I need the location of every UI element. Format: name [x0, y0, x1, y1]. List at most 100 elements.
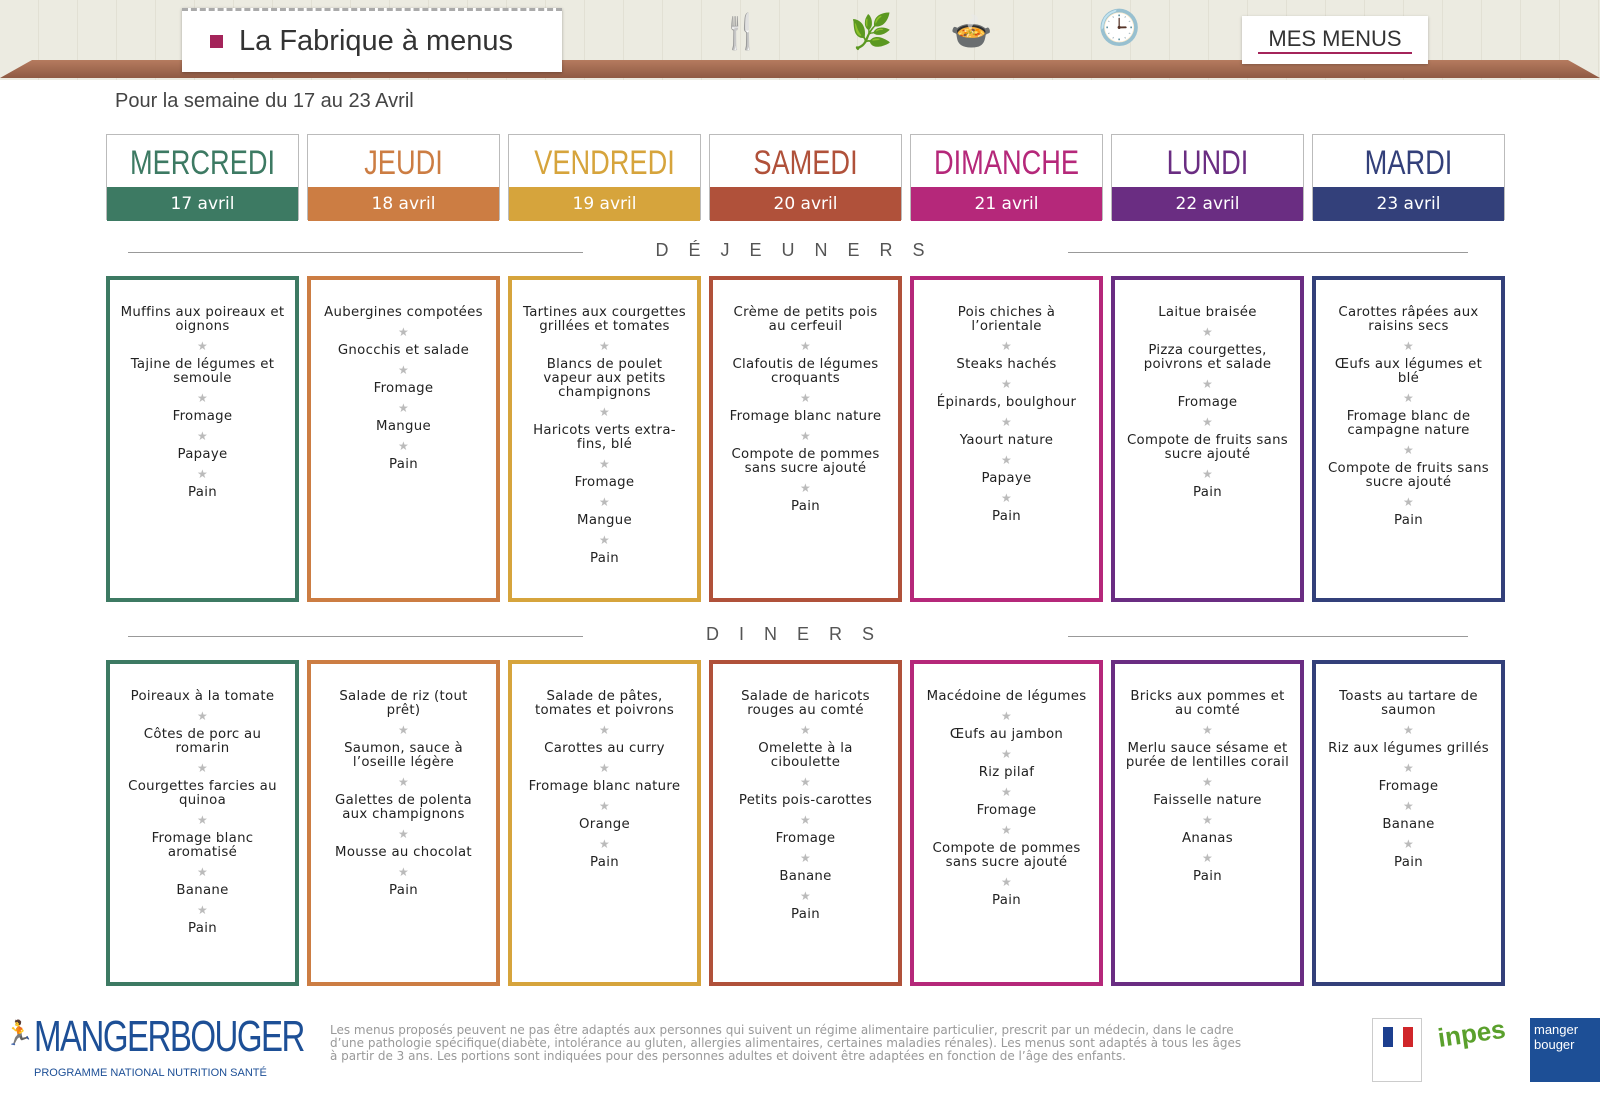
dinner-menu-card[interactable]: Toasts au tartare de saumon ★ Riz aux légu… [1312, 660, 1505, 986]
menu-item: Laitue braisée [1158, 305, 1257, 320]
menu-item: Fromage [1177, 395, 1238, 410]
menu-item: Pain [188, 485, 217, 500]
menu-item: Pizza courgettes, poivrons et salade [1143, 343, 1272, 372]
star-icon: ★ [799, 481, 812, 495]
day-date: 21 avril [911, 187, 1102, 221]
star-icon: ★ [1000, 377, 1013, 391]
day-date: 18 avril [308, 187, 499, 221]
day-date: 23 avril [1313, 187, 1504, 221]
star-icon: ★ [1000, 823, 1013, 837]
menu-item: Bricks aux pommes et au comté [1130, 689, 1285, 718]
menu-item: Fromage blanc nature [528, 779, 681, 794]
star-icon: ★ [397, 325, 410, 339]
star-icon: ★ [1000, 415, 1013, 429]
lunch-menu-card[interactable]: Laitue braisée ★ Pizza courgettes, poivron… [1111, 276, 1304, 602]
mangerbouger-logo[interactable]: 🏃 MANGERBOUGER PROGRAMME NATIONAL NUTRIT… [4, 1012, 305, 1085]
menu-item: Courgettes farcies au quinoa [128, 779, 277, 808]
star-icon: ★ [196, 429, 209, 443]
menu-item: Haricots verts extra-fins, blé [533, 423, 676, 452]
dinner-menu-card[interactable]: Poireaux à la tomate ★ Côtes de porc au ro… [106, 660, 299, 986]
title-bullet [210, 35, 223, 48]
day-date: 22 avril [1112, 187, 1303, 221]
menu-item: Pain [590, 855, 619, 870]
menu-item: Merlu sauce sésame et purée de lentilles… [1125, 741, 1290, 770]
pot-icon: 🍲 [950, 12, 993, 52]
dinner-menu-card[interactable]: Salade de riz (tout prêt) ★ Saumon, sauce … [307, 660, 500, 986]
menu-item: Mangue [577, 513, 632, 528]
star-icon: ★ [397, 439, 410, 453]
star-icon: ★ [1000, 785, 1013, 799]
menu-item: Pain [1193, 869, 1222, 884]
lunch-menu-card[interactable]: Pois chiches à l’orientale ★ Steaks hachés… [910, 276, 1103, 602]
star-icon: ★ [1201, 467, 1214, 481]
day-header: MARDI 23 avril [1312, 134, 1505, 221]
star-icon: ★ [397, 401, 410, 415]
lunch-menu-card[interactable]: Crème de petits pois au cerfeuil ★ Clafout… [709, 276, 902, 602]
cutlery-icon: 🍴 [720, 12, 763, 52]
menu-item: Galettes de polenta aux champignons [335, 793, 472, 822]
disclaimer: Les menus proposés peuvent ne pas être a… [330, 1023, 1242, 1063]
day-name: SAMEDI [753, 144, 858, 182]
star-icon: ★ [1402, 761, 1415, 775]
menu-item: Omelette à la ciboulette [758, 741, 853, 770]
menu-item: Fromage blanc nature [729, 409, 882, 424]
day-date: 20 avril [710, 187, 901, 221]
lunch-menu-card[interactable]: Carottes râpées aux raisins secs ★ Œufs au… [1312, 276, 1505, 602]
menu-item: Pain [1193, 485, 1222, 500]
menu-item: Côtes de porc au romarin [143, 727, 262, 756]
menu-item: Tajine de légumes et semoule [130, 357, 275, 386]
star-icon: ★ [799, 429, 812, 443]
dinner-menu-card[interactable]: Bricks aux pommes et au comté ★ Merlu sauc… [1111, 660, 1304, 986]
star-icon: ★ [1000, 491, 1013, 505]
runner-icon: 🏃 [4, 1019, 34, 1047]
menu-item: Riz pilaf [978, 765, 1035, 780]
menu-item: Macédoine de légumes [926, 689, 1087, 704]
clock-icon: 🕒 [1098, 8, 1141, 48]
dinner-menu-card[interactable]: Salade de pâtes, tomates et poivrons ★ Car… [508, 660, 701, 986]
star-icon: ★ [598, 761, 611, 775]
menu-item: Compote de pommes sans sucre ajouté [932, 841, 1081, 870]
republique-francaise-logo [1372, 1018, 1422, 1082]
day-name: LUNDI [1166, 144, 1249, 182]
menu-item: Toasts au tartare de saumon [1339, 689, 1478, 718]
lunch-menu-card[interactable]: Aubergines compotées ★ Gnocchis et salade ★… [307, 276, 500, 602]
menu-item: Yaourt nature [959, 433, 1054, 448]
plant-icon: 🌿 [850, 12, 893, 52]
star-icon: ★ [799, 813, 812, 827]
dinner-menu-card[interactable]: Salade de haricots rouges au comté ★ Omele… [709, 660, 902, 986]
day-header: JEUDI 18 avril [307, 134, 500, 221]
lunch-menu-card[interactable]: Tartines aux courgettes grillées et toma… [508, 276, 701, 602]
menu-item: Mangue [376, 419, 431, 434]
divider [1068, 636, 1468, 637]
mangerbouger-small-logo: manger bouger [1530, 1018, 1600, 1082]
star-icon: ★ [598, 837, 611, 851]
menu-item: Riz aux légumes grillés [1328, 741, 1489, 756]
day-name: MERCREDI [129, 144, 276, 182]
menu-item: Pain [389, 457, 418, 472]
menu-item: Pain [1394, 855, 1423, 870]
menu-item: Banane [176, 883, 229, 898]
day-header: SAMEDI 20 avril [709, 134, 902, 221]
menu-item: Petits pois-carottes [738, 793, 873, 808]
lunch-menu-card[interactable]: Muffins aux poireaux et oignons ★ Tajine d… [106, 276, 299, 602]
dinner-menu-card[interactable]: Macédoine de légumes ★ Œufs au jambon ★ Riz … [910, 660, 1103, 986]
menu-item: Aubergines compotées [324, 305, 483, 320]
menu-item: Compote de pommes sans sucre ajouté [731, 447, 880, 476]
logo-text: MANGERBOUGER [34, 1012, 305, 1061]
menu-item: Steaks hachés [956, 357, 1057, 372]
star-icon: ★ [1000, 453, 1013, 467]
day-header: VENDREDI 19 avril [508, 134, 701, 221]
menu-item: Salade de riz (tout prêt) [339, 689, 468, 718]
mes-menus-button[interactable]: MES MENUS [1242, 16, 1428, 64]
star-icon: ★ [196, 709, 209, 723]
menu-item: Œufs aux légumes et blé [1334, 357, 1483, 386]
app-title: La Fabrique à menus [239, 25, 514, 57]
star-icon: ★ [598, 723, 611, 737]
star-icon: ★ [1201, 813, 1214, 827]
menu-item: Œufs au jambon [949, 727, 1064, 742]
logo-subtitle: PROGRAMME NATIONAL NUTRITION SANTÉ [34, 1067, 267, 1079]
day-name: DIMANCHE [933, 144, 1080, 182]
menu-item: Banane [1382, 817, 1435, 832]
menu-item: Épinards, boulghour [936, 395, 1077, 410]
menu-item: Muffins aux poireaux et oignons [120, 305, 285, 334]
